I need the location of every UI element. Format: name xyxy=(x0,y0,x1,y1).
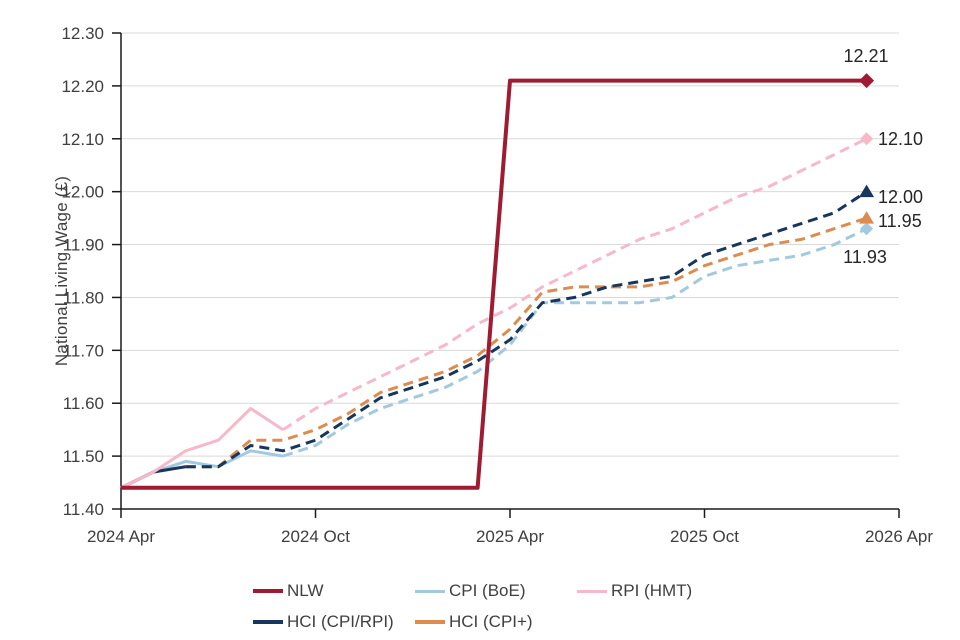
end-label-rpi: 12.10 xyxy=(878,129,924,149)
legend-label-rpi-hmt: RPI (HMT) xyxy=(611,581,693,600)
legend-item-hci-cpi-rpi: HCI (CPI/RPI) xyxy=(253,612,394,632)
legend-label-cpi-boe: CPI (BoE) xyxy=(449,581,526,600)
end-marker-NLW xyxy=(859,73,875,89)
series-line-NLW xyxy=(121,78,867,490)
legend-swatch-cpi-boe xyxy=(415,589,445,593)
y-tick-label: 12.00 xyxy=(61,183,104,202)
y-tick-label: 11.50 xyxy=(63,447,104,466)
legend-label-hci-cpi-plus: HCI (CPI+) xyxy=(449,612,533,631)
series-line-forecast-HCI (CPI+) xyxy=(185,216,868,469)
legend-label-hci-cpi-rpi: HCI (CPI/RPI) xyxy=(287,612,394,631)
end-label-nlw: 12.21 xyxy=(843,46,889,66)
legend-swatch-nlw xyxy=(253,589,283,593)
end-label-hci-cpi-rpi: 12.00 xyxy=(878,187,924,207)
series-line-forecast-RPI (HMT) xyxy=(282,137,868,431)
legend-item-cpi-boe: CPI (BoE) xyxy=(415,581,526,601)
y-tick-label: 11.90 xyxy=(63,236,104,255)
y-tick-label: 12.10 xyxy=(61,130,104,149)
x-tick-label: 2026 Apr xyxy=(865,527,933,546)
x-tick-label: 2025 Apr xyxy=(476,527,544,546)
end-marker-HCI (CPI/RPI) xyxy=(859,184,875,198)
end-marker-CPI (BoE) xyxy=(860,222,874,236)
x-tick-label: 2024 Oct xyxy=(281,527,350,546)
end-marker-RPI (HMT) xyxy=(860,132,874,146)
y-tick-label: 11.70 xyxy=(63,341,104,360)
y-axis-title: National Living Wage (£) xyxy=(52,175,71,367)
legend-swatch-hci-cpi-plus xyxy=(415,620,445,624)
x-tick-label: 2025 Oct xyxy=(670,527,739,546)
y-tick-label: 11.40 xyxy=(63,500,104,519)
end-label-cpi: 11.93 xyxy=(843,247,887,267)
legend-item-hci-cpi-plus: HCI (CPI+) xyxy=(415,612,533,632)
series-line-solid-RPI (HMT) xyxy=(120,407,284,490)
x-tick-label: 2024 Apr xyxy=(87,527,155,546)
y-tick-label: 11.60 xyxy=(63,394,104,413)
y-tick-label: 12.30 xyxy=(61,24,104,43)
legend-label-nlw: NLW xyxy=(287,581,324,600)
series-line-forecast-HCI (CPI/RPI) xyxy=(185,190,868,469)
y-tick-label: 12.20 xyxy=(61,77,104,96)
legend-item-nlw: NLW xyxy=(253,581,324,601)
y-tick-label: 11.80 xyxy=(63,288,104,307)
legend-swatch-hci-cpi-rpi xyxy=(253,620,283,624)
series-line-forecast-CPI (BoE) xyxy=(282,227,868,458)
end-marker-HCI (CPI+) xyxy=(859,211,875,224)
legend-item-rpi-hmt: RPI (HMT) xyxy=(577,581,692,601)
end-label-hci-cpi-plus: 11.95 xyxy=(878,211,922,231)
legend-swatch-rpi-hmt xyxy=(577,589,607,593)
